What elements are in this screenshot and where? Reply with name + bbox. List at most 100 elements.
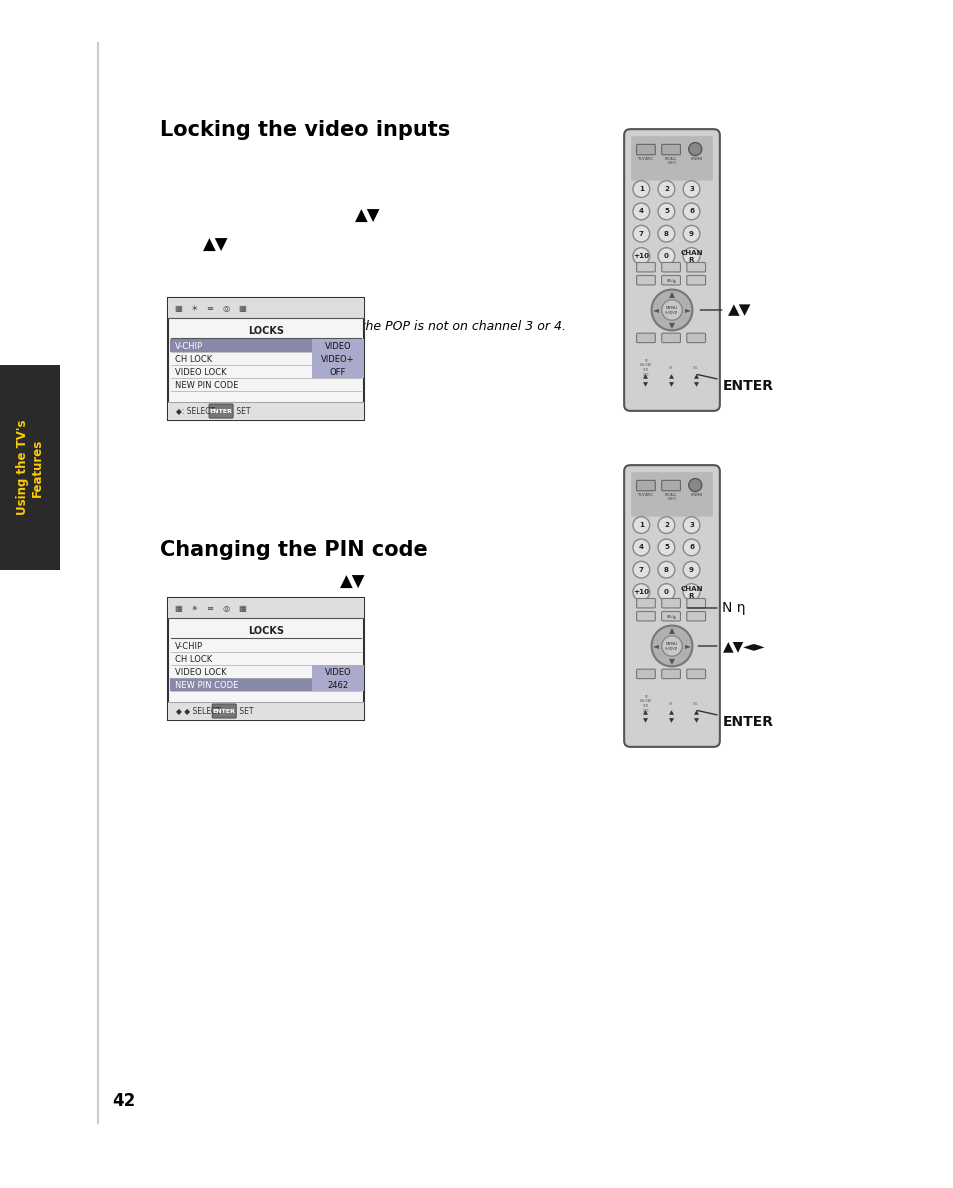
Text: INFO: INFO	[667, 162, 676, 165]
FancyBboxPatch shape	[212, 704, 236, 718]
Text: ▲: ▲	[693, 374, 698, 379]
Text: ▼: ▼	[668, 718, 673, 722]
Bar	[312, 339, 364, 352]
FancyBboxPatch shape	[636, 145, 655, 154]
Text: 2: 2	[663, 187, 668, 192]
Text: 9: 9	[688, 567, 693, 573]
Bar	[170, 339, 361, 352]
Circle shape	[682, 562, 700, 579]
Text: VIDEO+: VIDEO+	[321, 354, 355, 364]
FancyBboxPatch shape	[661, 145, 679, 154]
Text: CH LOCK: CH LOCK	[174, 354, 212, 364]
Text: ▲: ▲	[668, 710, 673, 715]
Text: TV/VIDEO: TV/VIDEO	[638, 157, 653, 160]
Bar	[312, 678, 364, 691]
Text: ▲: ▲	[668, 374, 673, 379]
FancyBboxPatch shape	[686, 599, 705, 608]
Bar	[168, 702, 364, 720]
Circle shape	[632, 562, 649, 579]
Circle shape	[682, 226, 700, 242]
FancyBboxPatch shape	[636, 669, 655, 678]
Bar	[312, 352, 364, 365]
Text: ENTER: ENTER	[210, 409, 233, 413]
Circle shape	[682, 181, 700, 197]
Text: 9: 9	[688, 230, 693, 236]
Text: ▲: ▲	[642, 374, 648, 379]
FancyBboxPatch shape	[623, 466, 720, 747]
FancyBboxPatch shape	[686, 612, 705, 621]
Text: 2: 2	[663, 522, 668, 529]
Text: 1: 1	[639, 522, 643, 529]
Text: ▦: ▦	[173, 604, 182, 613]
Text: 5: 5	[663, 208, 668, 214]
Text: CH LOCK: CH LOCK	[174, 655, 212, 664]
Text: 5: 5	[663, 544, 668, 550]
Text: 6: 6	[688, 208, 693, 214]
Text: ▼: ▼	[642, 718, 648, 722]
Text: 42: 42	[112, 1092, 135, 1110]
Circle shape	[632, 226, 649, 242]
Text: ▼: ▼	[668, 321, 675, 330]
Text: ☀: ☀	[190, 604, 197, 613]
Text: 6: 6	[688, 544, 693, 550]
FancyBboxPatch shape	[686, 263, 705, 272]
FancyBboxPatch shape	[686, 276, 705, 285]
Bar	[170, 678, 361, 691]
Text: SET: SET	[237, 707, 253, 715]
Text: ENTER: ENTER	[213, 708, 235, 714]
Text: CH: CH	[668, 702, 673, 706]
Text: Locking the video inputs: Locking the video inputs	[160, 120, 450, 140]
Text: NEW PIN CODE: NEW PIN CODE	[174, 380, 238, 390]
Circle shape	[682, 247, 700, 265]
Circle shape	[658, 226, 674, 242]
Text: ▲: ▲	[668, 626, 675, 634]
Text: Using the TV's
Features: Using the TV's Features	[16, 419, 44, 516]
Text: VIDEO LOCK: VIDEO LOCK	[174, 668, 227, 676]
Circle shape	[658, 517, 674, 533]
Circle shape	[658, 203, 674, 220]
Text: POWER: POWER	[689, 493, 701, 497]
FancyBboxPatch shape	[631, 137, 712, 181]
FancyBboxPatch shape	[661, 599, 679, 608]
Text: ▼: ▼	[668, 657, 675, 666]
Circle shape	[632, 583, 649, 600]
Text: MENU: MENU	[665, 307, 678, 310]
Text: RECALL: RECALL	[664, 157, 677, 160]
Bar	[168, 402, 364, 421]
Text: NEW PIN CODE: NEW PIN CODE	[174, 681, 238, 689]
Circle shape	[632, 539, 649, 556]
FancyBboxPatch shape	[623, 129, 720, 411]
Text: ▲▼◄►: ▲▼◄►	[698, 639, 764, 653]
Text: Note:: Note:	[257, 320, 296, 333]
FancyBboxPatch shape	[661, 669, 679, 678]
Circle shape	[632, 517, 649, 533]
Bar	[168, 598, 364, 618]
Text: LOCKS: LOCKS	[248, 626, 284, 636]
Text: ▲▼: ▲▼	[355, 207, 380, 225]
FancyBboxPatch shape	[636, 612, 655, 621]
Bar	[0, 365, 60, 570]
FancyBboxPatch shape	[661, 333, 679, 342]
Text: N η: N η	[686, 601, 745, 615]
Text: ▲: ▲	[642, 710, 648, 715]
Text: CHAN
R: CHAN R	[679, 249, 702, 263]
FancyBboxPatch shape	[631, 472, 712, 517]
Text: CH: CH	[668, 366, 673, 369]
Text: OFF: OFF	[330, 367, 346, 377]
Text: MENU: MENU	[665, 643, 678, 646]
Text: ▦: ▦	[173, 303, 182, 312]
Text: Make sure the POP is not on channel 3 or 4.: Make sure the POP is not on channel 3 or…	[292, 320, 565, 333]
Text: 0: 0	[663, 253, 668, 259]
Text: +10: +10	[633, 253, 649, 259]
Text: SET: SET	[233, 406, 251, 416]
Text: ▲▼: ▲▼	[203, 236, 229, 254]
Circle shape	[658, 247, 674, 265]
Text: FAV▲: FAV▲	[666, 614, 677, 618]
Circle shape	[661, 299, 681, 321]
Circle shape	[632, 181, 649, 197]
Text: 7: 7	[639, 230, 643, 236]
Text: ►: ►	[684, 642, 690, 651]
Text: ◎: ◎	[222, 303, 230, 312]
Text: INFO: INFO	[667, 498, 676, 501]
Text: RECALL: RECALL	[664, 493, 677, 497]
